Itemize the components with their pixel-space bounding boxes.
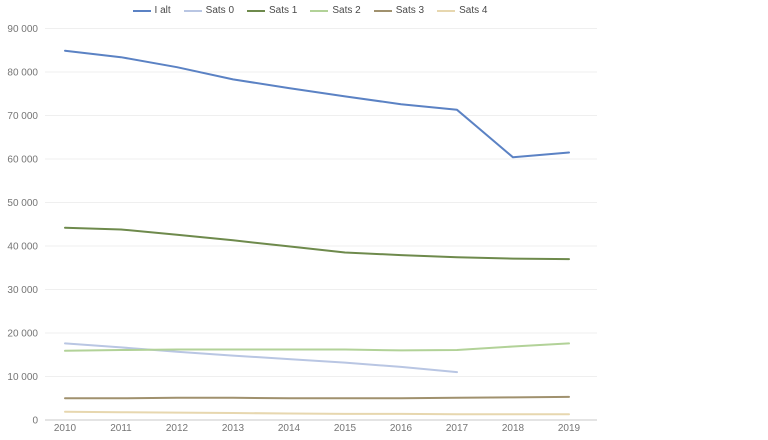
- series-line-sats-3: [64, 395, 570, 400]
- legend-item-sats-2[interactable]: Sats 2: [310, 5, 361, 17]
- y-tick-label: 20 000: [7, 329, 38, 340]
- legend-label: Sats 3: [395, 5, 425, 16]
- y-tick-label: 40 000: [7, 242, 38, 253]
- x-tick-label: 2015: [334, 423, 357, 434]
- legend-line-swatch: [247, 10, 266, 12]
- legend-line-swatch: [373, 10, 392, 12]
- legend-line-swatch: [132, 10, 151, 12]
- x-tick-label: 2011: [110, 423, 132, 434]
- legend-label: Sats 2: [332, 5, 361, 16]
- x-tick-label: 2016: [390, 423, 413, 434]
- y-tick-label: 50 000: [7, 198, 38, 209]
- series-line-sats-0: [64, 342, 458, 374]
- legend-line-swatch: [437, 10, 456, 12]
- y-tick-label: 80 000: [7, 68, 38, 79]
- x-tick-label: 2010: [54, 423, 77, 434]
- legend-label: I alt: [154, 5, 171, 16]
- x-tick-label: 2014: [278, 423, 301, 434]
- series-line-i-alt: [64, 49, 570, 159]
- legend-item-sats-1[interactable]: Sats 1: [247, 5, 297, 17]
- legend-item-sats-4[interactable]: Sats 4: [437, 5, 487, 17]
- y-tick-label: 0: [32, 416, 38, 427]
- legend-label: Sats 1: [269, 5, 298, 16]
- series-line-sats-2: [64, 342, 570, 352]
- legend-line-swatch: [183, 10, 202, 12]
- legend-item-sats-0[interactable]: Sats 0: [183, 5, 235, 17]
- series-line-sats-1: [64, 226, 570, 261]
- y-tick-label: 60 000: [7, 155, 38, 166]
- legend-item-i-alt[interactable]: I alt: [132, 5, 171, 17]
- legend-item-sats-3[interactable]: Sats 3: [373, 5, 425, 17]
- chart-legend: I alt Sats 0 Sats 1 Sats 2 Sats 3 Sats 4: [0, 5, 620, 17]
- x-tick-label: 2017: [446, 423, 469, 434]
- y-tick-label: 30 000: [7, 285, 38, 296]
- x-tick-label: 2013: [222, 423, 245, 434]
- y-tick-label: 10 000: [7, 372, 38, 383]
- x-tick-label: 2018: [502, 423, 525, 434]
- y-tick-label: 70 000: [7, 111, 38, 122]
- x-tick-label: 2019: [558, 423, 581, 434]
- legend-line-swatch: [310, 10, 329, 12]
- legend-label: Sats 0: [205, 5, 235, 16]
- legend-label: Sats 4: [459, 5, 488, 16]
- x-tick-label: 2012: [166, 423, 189, 434]
- y-tick-label: 90 000: [7, 24, 38, 35]
- series-line-sats-4: [64, 410, 570, 416]
